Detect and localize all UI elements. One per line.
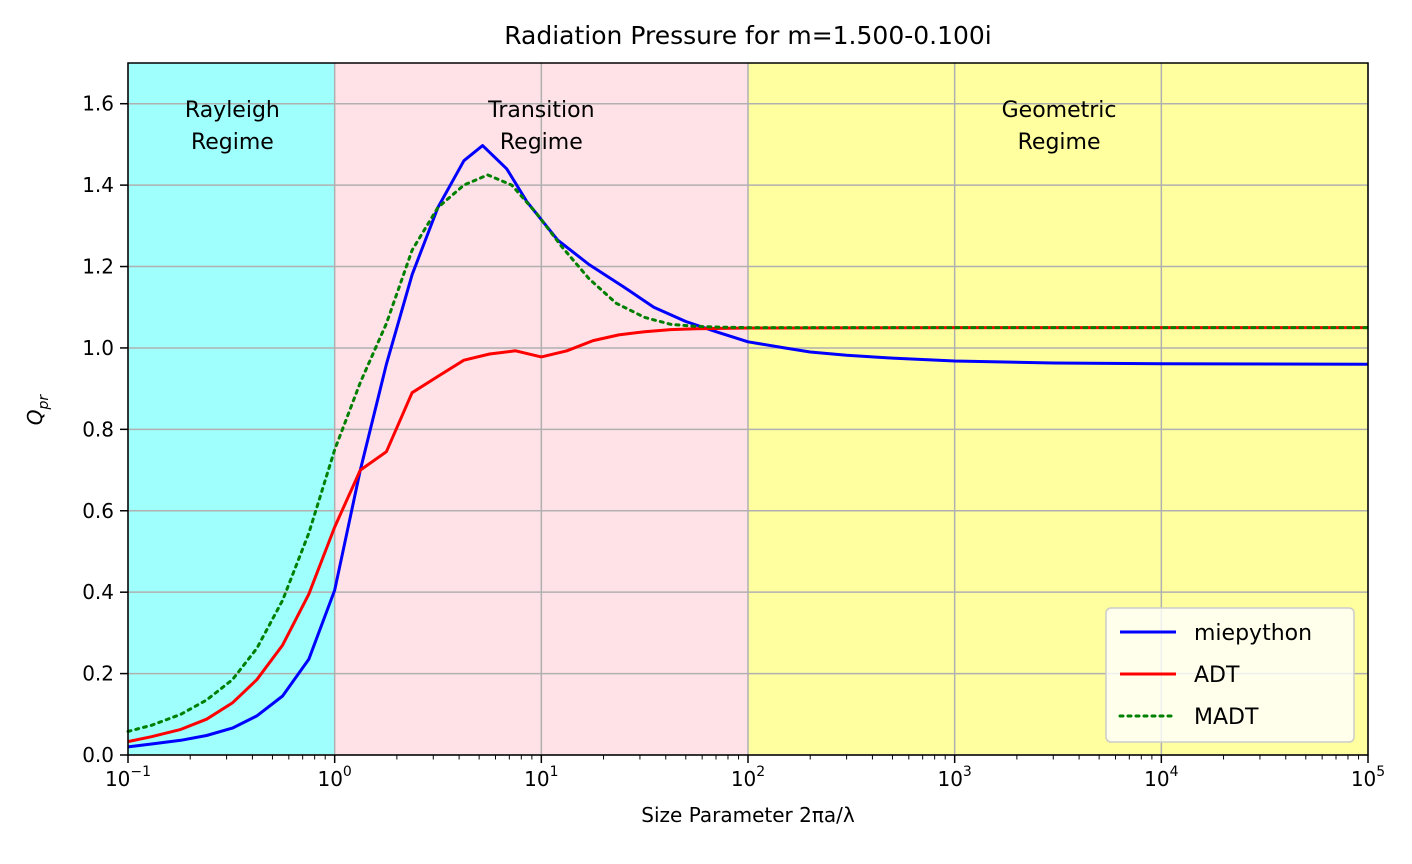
x-tick-base: 10 xyxy=(105,767,130,791)
y-tick-label: 0.2 xyxy=(82,662,114,686)
chart-title: Radiation Pressure for m=1.500-0.100i xyxy=(504,21,992,50)
x-tick-base: 10 xyxy=(317,767,342,791)
x-tick-label: 104 xyxy=(1144,764,1178,791)
x-tick-label: 103 xyxy=(937,764,971,791)
y-axis-ticks: 0.0 0.2 0.4 0.6 0.8 1.0 1.2 1.4 1.6 xyxy=(82,92,128,767)
y-axis-label: Qpr xyxy=(23,394,52,426)
y-tick-label: 1.4 xyxy=(82,173,114,197)
x-tick-base: 10 xyxy=(524,767,549,791)
regime-label-line: Regime xyxy=(500,130,583,155)
y-tick-label: 1.0 xyxy=(82,336,114,360)
series-line-adt xyxy=(127,326,1368,744)
regime-label-line: Geometric xyxy=(1002,98,1117,123)
regime-label-line: Regime xyxy=(191,130,274,155)
x-tick-exponent: −1 xyxy=(130,764,151,780)
y-tick-label: 0.6 xyxy=(82,499,114,523)
x-tick-exponent: 4 xyxy=(1170,764,1179,780)
regime-label-line: Rayleigh xyxy=(185,98,280,123)
y-tick-label: 1.2 xyxy=(82,255,114,279)
x-tick-base: 10 xyxy=(1351,767,1376,791)
x-axis-label: Size Parameter 2πa/λ xyxy=(641,803,855,827)
x-tick-exponent: 0 xyxy=(343,764,352,780)
series-line-miepython xyxy=(127,144,1369,749)
x-axis-ticks: 10−1 100 101 102 103 104 105 xyxy=(105,755,1385,791)
y-tick-label: 1.6 xyxy=(82,92,114,116)
x-tick-label: 102 xyxy=(731,764,765,791)
x-tick-exponent: 3 xyxy=(963,764,972,780)
y-axis-label-subscript: pr xyxy=(36,394,52,411)
x-tick-base: 10 xyxy=(731,767,756,791)
regime-label-line: Regime xyxy=(1018,130,1101,155)
legend-label-adt: ADT xyxy=(1194,663,1240,688)
regime-band-0 xyxy=(128,63,335,755)
y-tick-label: 0.4 xyxy=(82,580,114,604)
y-tick-label: 0.8 xyxy=(82,417,114,441)
x-tick-label: 105 xyxy=(1351,764,1385,791)
regime-label-1: Transition Regime xyxy=(487,98,594,155)
x-tick-exponent: 5 xyxy=(1376,764,1385,780)
series-lines xyxy=(126,144,1370,749)
regime-label-0: Rayleigh Regime xyxy=(185,98,280,155)
x-tick-label: 10−1 xyxy=(105,764,151,791)
series-line-madt xyxy=(126,173,1370,733)
grid-lines xyxy=(127,63,1369,756)
legend-label-madt: MADT xyxy=(1194,705,1259,730)
x-tick-base: 10 xyxy=(937,767,962,791)
x-tick-label: 100 xyxy=(317,764,351,791)
x-tick-label: 101 xyxy=(524,764,558,791)
y-tick-label: 0.0 xyxy=(82,743,114,767)
regime-label-line: Transition xyxy=(487,98,594,123)
regime-label-2: Geometric Regime xyxy=(1002,98,1117,155)
legend-box xyxy=(1105,607,1355,743)
regime-labels: Rayleigh Regime Transition Regime Geometric R… xyxy=(185,98,1117,155)
legend: miepython ADT MADT xyxy=(1105,607,1355,743)
x-tick-exponent: 1 xyxy=(550,764,559,780)
x-tick-base: 10 xyxy=(1144,767,1169,791)
y-axis-label-main: Q xyxy=(23,409,47,425)
legend-label-miepython: miepython xyxy=(1194,621,1312,646)
x-tick-exponent: 2 xyxy=(756,764,765,780)
